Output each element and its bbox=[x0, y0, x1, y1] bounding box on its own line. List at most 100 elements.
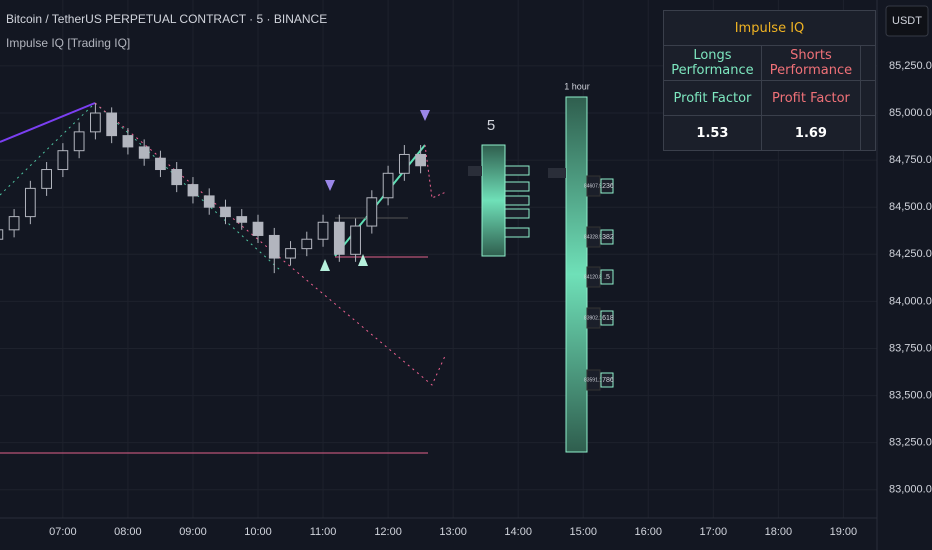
fib-levels: 84607.9.236 84328.5.382 84120.8.5 83902.1.6… bbox=[584, 175, 614, 391]
candle-body bbox=[73, 131, 85, 152]
candle-body bbox=[203, 195, 215, 208]
grid bbox=[0, 0, 877, 518]
cell: Shorts Performance bbox=[760, 45, 862, 81]
level-ratio: .5 bbox=[604, 274, 610, 281]
panel-title: 1 hour bbox=[564, 81, 590, 91]
candle-body bbox=[187, 184, 199, 197]
y-tick-label: 83,000.0 bbox=[889, 484, 932, 496]
panel-title: 5 bbox=[487, 117, 495, 134]
cell: 1.69 bbox=[760, 115, 862, 151]
x-tick-label: 07:00 bbox=[49, 526, 77, 538]
level-box bbox=[504, 165, 530, 176]
sell-marker bbox=[325, 180, 335, 191]
candle-body bbox=[90, 112, 101, 133]
candle-body bbox=[252, 221, 264, 236]
level-price: 83591.1 bbox=[584, 377, 602, 383]
level-box bbox=[504, 208, 530, 219]
dotted-line bbox=[424, 144, 447, 199]
y-tick-label: 83,500.0 bbox=[889, 389, 932, 401]
level-price: 84328.5 bbox=[584, 234, 602, 240]
dotted-line bbox=[0, 102, 96, 196]
indicator-name: Impulse IQ [Trading IQ] bbox=[6, 36, 130, 50]
level-price: 84120.8 bbox=[584, 274, 602, 280]
dotted-line bbox=[94, 102, 446, 386]
level-ratio: .382 bbox=[600, 234, 614, 241]
level-box bbox=[600, 372, 614, 388]
x-tick-label: 17:00 bbox=[700, 526, 728, 538]
trend-line bbox=[334, 144, 426, 257]
currency-button[interactable] bbox=[885, 5, 929, 37]
candle-body bbox=[317, 221, 329, 240]
level-box bbox=[600, 310, 614, 326]
candle-body bbox=[366, 197, 378, 227]
buy-marker bbox=[320, 259, 330, 271]
y-tick-label: 83,750.0 bbox=[889, 342, 932, 354]
candle-body bbox=[268, 234, 280, 259]
level-box bbox=[600, 178, 614, 194]
cell: Longs Performance bbox=[663, 45, 762, 81]
candle-body bbox=[285, 248, 296, 259]
y-tick-label: 85,250.0 bbox=[889, 60, 932, 72]
currency[interactable]: USDT bbox=[892, 15, 922, 27]
y-tick-label: 84,500.0 bbox=[889, 201, 932, 213]
level-price: 83902.1 bbox=[584, 315, 602, 321]
level-box bbox=[586, 369, 601, 391]
y-tick-label: 84,000.0 bbox=[889, 295, 932, 307]
candle-body bbox=[122, 135, 134, 148]
candle-body bbox=[171, 169, 183, 186]
candle-body bbox=[236, 216, 248, 223]
candle-body bbox=[398, 153, 410, 174]
level-box bbox=[600, 269, 614, 285]
cell: Profit Factor bbox=[760, 80, 862, 116]
x-tick-label: 12:00 bbox=[374, 526, 402, 538]
x-tick-label: 08:00 bbox=[114, 526, 142, 538]
level-ratio: .786 bbox=[600, 377, 614, 384]
cell: 1.53 bbox=[663, 115, 762, 151]
y-tick-label: 83,250.0 bbox=[889, 437, 932, 449]
cell bbox=[860, 80, 876, 116]
level-box bbox=[586, 307, 601, 329]
sell-marker bbox=[420, 110, 430, 121]
y-tick-label: 84,250.0 bbox=[889, 248, 932, 260]
level-price: 84607.9 bbox=[584, 183, 602, 189]
level-box bbox=[586, 175, 601, 197]
x-tick-label: 18:00 bbox=[765, 526, 793, 538]
dotted-line bbox=[94, 102, 281, 271]
symbol-title: Bitcoin / TetherUS PERPETUAL CONTRACT · … bbox=[6, 12, 327, 26]
x-tick-label: 10:00 bbox=[244, 526, 272, 538]
x-tick-label: 15:00 bbox=[569, 526, 597, 538]
candle-body bbox=[138, 146, 150, 159]
buy-marker bbox=[358, 254, 368, 266]
candle-body bbox=[415, 153, 426, 167]
candle-body bbox=[24, 187, 36, 218]
candle-body bbox=[155, 157, 166, 171]
candle-body bbox=[301, 238, 313, 250]
x-tick-label: 09:00 bbox=[179, 526, 207, 538]
level-box bbox=[504, 227, 530, 238]
level-box bbox=[586, 266, 601, 288]
level-ratio: .618 bbox=[600, 315, 614, 322]
x-tick-label: 11:00 bbox=[310, 526, 337, 538]
candle-body bbox=[220, 206, 231, 218]
stats-table: Impulse IQ Longs Performance Shorts Perfo… bbox=[663, 10, 876, 151]
level-box bbox=[504, 195, 530, 206]
candle-body bbox=[57, 150, 69, 171]
candle-body bbox=[41, 169, 52, 189]
candle-body bbox=[350, 225, 361, 255]
info-box bbox=[468, 166, 482, 176]
x-tick-label: 14:00 bbox=[504, 526, 532, 538]
candle-body bbox=[106, 112, 118, 137]
x-tick-label: 19:00 bbox=[830, 526, 858, 538]
impulse-box bbox=[481, 144, 506, 257]
candle-body bbox=[8, 216, 20, 231]
x-tick-label: 16:00 bbox=[634, 526, 662, 538]
y-tick-label: 84,750.0 bbox=[889, 154, 932, 166]
trend-line bbox=[0, 102, 96, 143]
level-ratio: .236 bbox=[600, 183, 614, 190]
table-title: Impulse IQ bbox=[663, 10, 876, 46]
y-tick-label: 85,000.0 bbox=[889, 107, 932, 119]
cell: Profit Factor bbox=[663, 80, 762, 116]
